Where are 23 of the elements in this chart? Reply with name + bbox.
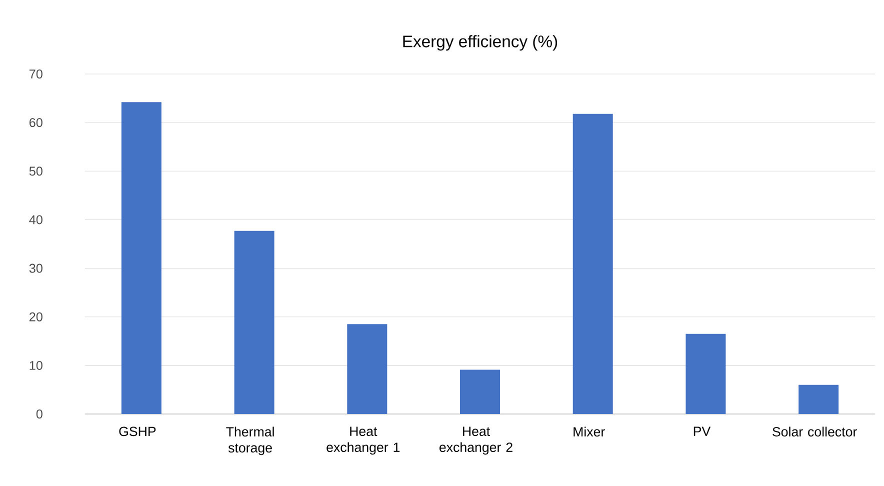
chart-title: Exergy efficiency (%) [403, 35, 558, 51]
x-tick-label: Heat exchanger 1 [326, 426, 400, 455]
y-tick-label: 20 [30, 312, 42, 322]
bar [686, 334, 726, 414]
bar [347, 324, 388, 414]
y-tick-label: 60 [30, 118, 42, 128]
y-tick-label: 0 [36, 410, 42, 418]
y-tick-label: 50 [29, 166, 42, 176]
bar [798, 384, 839, 414]
x-tick-label: Heat exchanger 2 [440, 426, 512, 455]
x-tick-label: GSHP [119, 426, 156, 436]
bar [234, 230, 274, 414]
x-tick-label: Solar collector [772, 426, 857, 436]
bar [572, 114, 613, 414]
y-tick-label: 70 [30, 70, 42, 78]
x-tick-label: Thermal storage [226, 426, 274, 456]
x-tick-label: Mixer [574, 426, 605, 436]
bar [121, 102, 162, 414]
y-tick-label: 40 [29, 215, 42, 224]
x-tick-label: PV [694, 426, 711, 436]
y-tick-label: 30 [29, 264, 42, 273]
y-tick-label: 10 [30, 360, 42, 370]
bar [460, 370, 500, 414]
